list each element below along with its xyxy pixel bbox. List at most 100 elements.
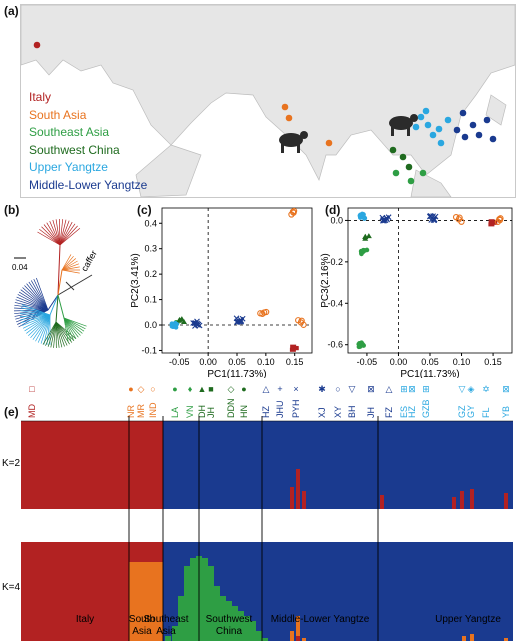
- y-tick-label: 0.2: [144, 269, 157, 279]
- ancestry-bar: [290, 631, 294, 641]
- population-label: VN: [185, 405, 195, 418]
- x-tick-label: 0.15: [286, 357, 304, 367]
- tree-tip: [35, 314, 51, 342]
- tree-tip: [28, 314, 51, 336]
- legend-item: Middle-Lower Yangtze: [29, 177, 148, 192]
- population-label: XJ: [317, 407, 327, 418]
- pca-point: [289, 347, 296, 352]
- x-tick-label: -0.05: [357, 357, 378, 367]
- tree-tip: [20, 314, 51, 321]
- population-label: DDN: [226, 399, 236, 419]
- region-label: South: [129, 614, 155, 625]
- tree-tip: [55, 321, 63, 348]
- ancestry-bar: [172, 626, 178, 641]
- tree-tip: [41, 226, 61, 246]
- pca-point: [357, 213, 363, 219]
- panel-d-label: (d): [325, 203, 341, 217]
- tree-tip: [20, 310, 51, 316]
- population-symbol: △: [386, 384, 393, 394]
- region-label: China: [216, 626, 243, 637]
- tree-tip: [14, 307, 49, 311]
- y-tick-label: -0.6: [327, 340, 343, 350]
- tree-tip: [24, 314, 51, 332]
- tree-branch: [47, 294, 59, 311]
- ancestry-bar: [250, 621, 256, 641]
- population-label: MR: [136, 404, 146, 418]
- ancestry-bar: [238, 611, 244, 641]
- tree-tip: [15, 309, 49, 320]
- tree-tip: [46, 222, 61, 246]
- population-symbol: ◇: [228, 384, 235, 394]
- pca-point: [458, 218, 465, 225]
- population-symbol: ●: [241, 384, 246, 394]
- tree-tip: [61, 255, 74, 271]
- population-label: FL: [481, 407, 491, 418]
- population-symbol: □: [29, 384, 35, 394]
- k-label: K=4: [2, 582, 21, 593]
- tree-tip: [59, 219, 64, 246]
- pca-point: [176, 317, 183, 323]
- ancestry-bar: [460, 491, 464, 509]
- tree-branch: [57, 294, 65, 319]
- population-symbol: ⊞: [422, 384, 430, 394]
- tree-tip: [39, 228, 61, 246]
- tree-tip: [55, 321, 65, 347]
- scale-bar-label: 0.04: [12, 263, 28, 272]
- tree-tip: [16, 296, 49, 311]
- tree-tip: [59, 223, 76, 246]
- tree-tip: [24, 285, 49, 311]
- population-symbol: ▲: [198, 384, 207, 394]
- outgroup-label: caffer: [79, 249, 99, 273]
- x-tick-label: 0.10: [453, 357, 471, 367]
- x-tick-label: -0.05: [169, 357, 190, 367]
- sampling-site: [437, 139, 445, 147]
- sampling-site: [483, 116, 491, 124]
- ancestry-bar: [129, 562, 163, 641]
- x-axis-label: PC1(11.73%): [207, 369, 266, 378]
- population-label: NR: [126, 405, 136, 418]
- tree-tip: [14, 304, 49, 311]
- population-label: HZ: [261, 406, 271, 418]
- legend-item: Southeast Asia: [29, 125, 110, 139]
- ancestry-bar: [165, 636, 171, 641]
- pca-point: [173, 325, 179, 330]
- tree-tip: [21, 314, 51, 326]
- region-label: Southeast: [143, 614, 188, 625]
- ancestry-bar: [296, 469, 300, 509]
- tree-tip: [30, 280, 49, 311]
- population-symbol: ⊞: [400, 384, 408, 394]
- x-tick-label: 0.15: [484, 357, 502, 367]
- tree-tip: [47, 321, 57, 347]
- sampling-site: [417, 113, 425, 121]
- population-label: HZ: [407, 406, 417, 418]
- admixture-plot: □ MD ● NR ◇ MR ○ IND ● LA ♦ VN ▲ DH ■ JH ◇ DDN ● HN △ HZ + JHU ×…: [2, 384, 513, 641]
- legend-item: Southwest China: [29, 142, 120, 157]
- tree-tip: [32, 314, 51, 340]
- population-label: FZ: [384, 407, 394, 418]
- tree-tip: [26, 283, 49, 311]
- tree-tip: [37, 231, 61, 246]
- y-tick-label: -0.1: [141, 345, 157, 355]
- ancestry-bar: [256, 631, 262, 641]
- population-symbol: ●: [128, 384, 133, 394]
- population-symbol: ●: [172, 384, 177, 394]
- ancestry-bar: [220, 596, 226, 641]
- tree-tip: [40, 314, 51, 344]
- population-symbol: ■: [208, 384, 213, 394]
- population-symbol: ◇: [138, 384, 145, 394]
- sampling-site: [405, 163, 413, 171]
- population-symbol: ◈: [468, 384, 475, 394]
- population-symbol: ○: [335, 384, 340, 394]
- population-symbol: ○: [150, 384, 155, 394]
- pca-point: [233, 315, 240, 322]
- tree-tip: [55, 321, 70, 345]
- panel-a-label: (a): [4, 4, 19, 18]
- ancestry-bar: [129, 421, 163, 509]
- tree-tip: [20, 307, 51, 316]
- tree-tip: [20, 289, 49, 311]
- pca-point: [365, 233, 372, 239]
- tree-tip: [63, 317, 77, 339]
- ancestry-bar: [504, 638, 508, 641]
- pca-point: [300, 321, 307, 328]
- pca-point: [261, 309, 268, 316]
